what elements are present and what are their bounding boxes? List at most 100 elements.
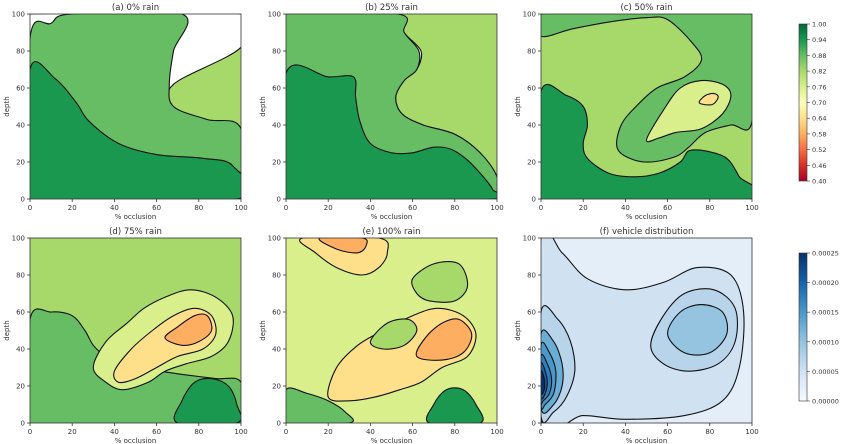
y-tick-label: 20 xyxy=(272,159,281,167)
y-axis-label: depth xyxy=(514,96,522,116)
x-tick-label: 60 xyxy=(152,204,161,212)
x-axis-label: % occlusion xyxy=(371,213,413,221)
x-tick-label: 40 xyxy=(110,204,119,212)
colorbar-tick-label: 0.88 xyxy=(812,52,826,60)
x-tick-label: 60 xyxy=(152,428,161,436)
plot-frame xyxy=(540,13,753,200)
y-tick-label: 20 xyxy=(527,383,536,391)
x-tick-label: 100 xyxy=(234,428,247,436)
contour-region xyxy=(369,318,418,350)
x-tick-label: 80 xyxy=(194,428,203,436)
x-tick-label: 80 xyxy=(450,204,459,212)
y-axis-label: depth xyxy=(3,320,11,340)
x-tick-label: 80 xyxy=(194,204,203,212)
colorbar-gradient xyxy=(798,252,808,402)
y-axis-label: depth xyxy=(3,96,11,116)
x-tick-label: 100 xyxy=(490,204,503,212)
colorbar-tick-label: 0.00020 xyxy=(812,279,839,287)
contour-region xyxy=(164,313,213,346)
x-tick-label: 60 xyxy=(408,204,417,212)
contour-regions xyxy=(30,238,241,423)
contour-regions xyxy=(30,14,241,199)
x-axis-label: % occlusion xyxy=(626,437,668,444)
x-tick-label: 0 xyxy=(284,204,288,212)
contour-regions xyxy=(286,14,497,199)
colorbar-tick-label: 0.64 xyxy=(812,115,826,123)
contour-region xyxy=(415,318,473,361)
x-tick-label: 100 xyxy=(745,204,758,212)
y-tick-label: 80 xyxy=(16,48,25,56)
x-tick-label: 40 xyxy=(366,428,375,436)
y-tick-label: 0 xyxy=(277,420,281,428)
colorbar-tick-label: 0.52 xyxy=(812,146,826,154)
x-axis-label: % occlusion xyxy=(626,213,668,221)
x-axis-label: % occlusion xyxy=(371,437,413,444)
colorbar-tick-label: 1.00 xyxy=(812,21,826,29)
colorbar-gradient xyxy=(798,23,808,182)
y-tick-label: 20 xyxy=(272,383,281,391)
y-tick-label: 80 xyxy=(527,48,536,56)
y-tick-label: 60 xyxy=(272,309,281,317)
y-tick-label: 60 xyxy=(527,85,536,93)
contour-region xyxy=(411,261,469,303)
x-tick-label: 60 xyxy=(408,428,417,436)
panel-title: (a) 0% rain xyxy=(112,3,159,13)
y-tick-label: 40 xyxy=(527,122,536,130)
y-tick-label: 80 xyxy=(272,48,281,56)
colorbar-tick-label: 0.76 xyxy=(812,83,826,91)
y-tick-label: 40 xyxy=(272,346,281,354)
colorbar-tick-label: 0.82 xyxy=(812,68,826,76)
y-tick-label: 40 xyxy=(527,346,536,354)
panel-3: 0 20 40 60 80 100 0 20 40 60 80 100 (c) 50% rain % oc… xyxy=(514,3,759,221)
contour-region xyxy=(286,64,497,199)
plot-frame xyxy=(29,237,242,424)
y-tick-label: 100 xyxy=(12,11,25,19)
y-tick-label: 60 xyxy=(16,85,25,93)
colorbar-tick-label: 0.70 xyxy=(812,99,826,107)
colorbar-tick-label: 0.46 xyxy=(812,162,826,170)
y-tick-label: 40 xyxy=(16,122,25,130)
y-tick-label: 0 xyxy=(277,196,281,204)
contour-regions xyxy=(286,238,497,423)
x-tick-label: 80 xyxy=(705,204,714,212)
x-tick-label: 60 xyxy=(663,428,672,436)
y-tick-label: 40 xyxy=(272,122,281,130)
y-tick-label: 60 xyxy=(16,309,25,317)
contour-region xyxy=(667,304,729,356)
y-tick-label: 20 xyxy=(16,159,25,167)
contour-region xyxy=(541,370,546,396)
contour-region xyxy=(425,387,484,423)
x-tick-label: 20 xyxy=(579,204,588,212)
x-tick-label: 0 xyxy=(539,428,543,436)
x-tick-label: 40 xyxy=(621,428,630,436)
x-tick-label: 0 xyxy=(284,428,288,436)
x-axis-label: % occlusion xyxy=(115,437,157,444)
colorbar-tick-label: 0.00025 xyxy=(812,250,839,258)
y-tick-label: 20 xyxy=(527,159,536,167)
y-tick-label: 100 xyxy=(12,235,25,243)
colorbar-tick-label: 0.94 xyxy=(812,36,826,44)
y-tick-label: 0 xyxy=(21,420,25,428)
contour-region xyxy=(541,238,745,423)
panel-title: (c) 50% rain xyxy=(620,3,672,13)
x-tick-label: 80 xyxy=(705,428,714,436)
x-tick-label: 100 xyxy=(490,428,503,436)
plot-frame xyxy=(540,237,753,424)
contour-region xyxy=(698,92,719,106)
x-tick-label: 0 xyxy=(28,428,32,436)
panel-title: (d) 75% rain xyxy=(109,227,162,237)
x-tick-label: 20 xyxy=(324,204,333,212)
colorbar-1: 1.00 0.94 0.88 0.82 0.76 0.70 0.64 0.58 0.52 0.46… xyxy=(798,21,826,186)
colorbar-tick-label: 0.00000 xyxy=(812,398,839,406)
contour-region xyxy=(30,61,241,199)
plot-frame xyxy=(285,13,498,200)
plot-frame xyxy=(285,237,498,424)
y-tick-label: 60 xyxy=(272,85,281,93)
colorbar-tick-label: 0.00010 xyxy=(812,338,839,346)
y-tick-label: 20 xyxy=(16,383,25,391)
x-axis-label: % occlusion xyxy=(115,213,157,221)
colorbar-2: 0.00025 0.00020 0.00015 0.00010 0.00005 0.000… xyxy=(798,250,839,406)
colorbar-tick-label: 0.58 xyxy=(812,130,826,138)
x-tick-label: 40 xyxy=(366,204,375,212)
y-tick-label: 80 xyxy=(16,272,25,280)
